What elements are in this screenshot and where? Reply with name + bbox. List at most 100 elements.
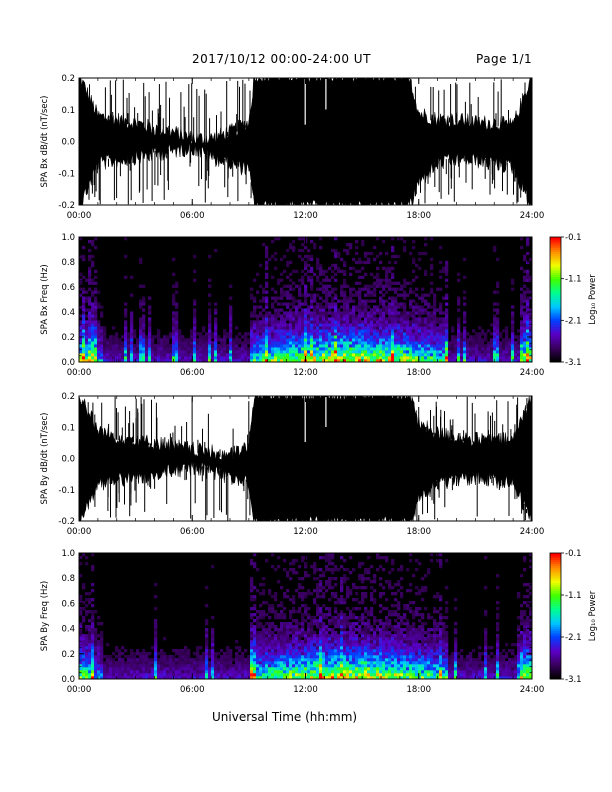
spectrogram-cell: [187, 658, 191, 662]
spectrogram-cell: [322, 353, 326, 357]
spectrogram-cell: [235, 673, 239, 677]
spectrogram-cell: [385, 299, 389, 303]
spectrogram-cell: [91, 565, 95, 569]
spectrogram-cell: [331, 275, 335, 279]
spectrogram-cell: [238, 646, 242, 650]
spectrogram-cell: [145, 338, 149, 342]
spectrogram-cell: [481, 329, 485, 333]
spectrogram-cell: [97, 305, 101, 309]
spectrogram-cell: [463, 350, 467, 354]
spectrogram-cell: [310, 266, 314, 271]
spectrogram-cell: [328, 332, 332, 336]
spectrogram-cell: [88, 359, 92, 363]
spectrogram-cell: [382, 284, 386, 288]
spectrogram-cell: [289, 347, 293, 351]
spectrogram-cell: [262, 613, 266, 617]
spectrogram-cell: [349, 353, 353, 357]
spectrogram-cell: [265, 305, 269, 309]
spectrogram-cell: [277, 350, 281, 354]
spectrogram-cell: [496, 341, 500, 345]
spectrogram-cell: [370, 353, 374, 357]
colorbar-segment: [550, 262, 561, 265]
figure-title: 2017/10/12 00:00-24:00 UT: [192, 52, 371, 66]
spectrogram-cell: [133, 329, 137, 333]
spectrogram-cell: [274, 266, 278, 271]
spectrogram-cell: [85, 353, 89, 357]
spectrogram-cell: [382, 329, 386, 333]
spectrogram-cell: [274, 598, 278, 602]
spectrogram-cell: [289, 338, 293, 342]
spectrogram-cell: [130, 293, 134, 297]
spectrogram-cell: [97, 673, 101, 677]
spectrogram-cell: [436, 287, 440, 291]
spectrogram-cell: [271, 595, 275, 599]
spectrogram-cell: [268, 631, 272, 635]
spectrogram-cell: [400, 332, 404, 336]
spectrogram-cell: [337, 344, 341, 348]
spectrogram-cell: [130, 314, 134, 318]
spectrogram-cell: [505, 326, 509, 330]
spectrogram-cell: [436, 329, 440, 333]
spectrogram-cell: [448, 353, 452, 357]
spectrogram-cell: [109, 673, 113, 677]
spectrogram-cell: [214, 320, 218, 324]
colorbar-segment: [550, 299, 561, 303]
spectrogram-cell: [334, 251, 338, 256]
spectrogram-cell: [436, 350, 440, 354]
spectrogram-cell: [412, 257, 416, 262]
spectrogram-cell: [358, 308, 362, 312]
spectrogram-cell: [247, 673, 251, 677]
spectrogram-cell: [331, 317, 335, 321]
spectrogram-cell: [241, 676, 245, 680]
spectrogram-cell: [265, 676, 269, 680]
spectrogram-cell: [211, 344, 215, 348]
spectrogram-cell: [148, 341, 152, 345]
spectrogram-cell: [223, 359, 227, 363]
spectrogram-cell: [403, 293, 407, 297]
spectrogram-cell: [271, 275, 275, 279]
colorbar-segment: [550, 322, 561, 325]
spectrogram-cell: [310, 332, 314, 336]
spectrogram-cell: [163, 667, 167, 671]
spectrogram-cell: [88, 314, 92, 318]
spectrogram-cell: [154, 583, 158, 587]
spectrogram-cell: [292, 335, 296, 339]
spectrogram-cell: [271, 239, 275, 244]
spectrogram-cell: [196, 664, 200, 668]
spectrogram-cell: [409, 350, 413, 354]
spectrogram-cell: [391, 275, 395, 279]
spectrogram-cell: [88, 266, 92, 271]
spectrogram-cell: [376, 275, 380, 279]
spectrogram-cell: [325, 287, 329, 291]
spectrogram-cell: [136, 661, 140, 665]
spectrogram-cell: [415, 326, 419, 330]
spectrogram-cell: [382, 332, 386, 336]
spectrogram-cell: [250, 350, 254, 354]
spectrogram-cell: [349, 293, 353, 297]
spectrogram-cell: [346, 242, 350, 247]
spectrogram-cell: [94, 335, 98, 339]
spectrogram-cell: [199, 646, 203, 650]
spectrogram-cell: [451, 347, 455, 351]
spectrogram-cell: [355, 326, 359, 330]
spectrogram-cell: [115, 673, 119, 677]
spectrogram-cell: [202, 341, 206, 345]
spectrogram-cell: [265, 251, 269, 256]
spectrogram-cell: [505, 347, 509, 351]
spectrogram-cell: [451, 329, 455, 333]
spectrogram-cell: [94, 287, 98, 291]
spectrogram-cell: [439, 317, 443, 321]
spectrogram-cell: [175, 356, 179, 360]
spectrogram-cell: [268, 628, 272, 632]
spectrogram-cell: [250, 577, 254, 581]
spectrogram-cell: [142, 302, 146, 306]
x-tick-label: 24:00: [520, 368, 545, 378]
spectrogram-cell: [124, 359, 128, 363]
spectrogram-cell: [250, 353, 254, 357]
spectrogram-cell: [136, 673, 140, 677]
spectrogram-cell: [205, 649, 209, 653]
spectrogram-cell: [364, 329, 368, 333]
spectrogram-cell: [277, 329, 281, 333]
x-tick-label: 06:00: [180, 527, 205, 537]
spectrogram-cell: [283, 344, 287, 348]
